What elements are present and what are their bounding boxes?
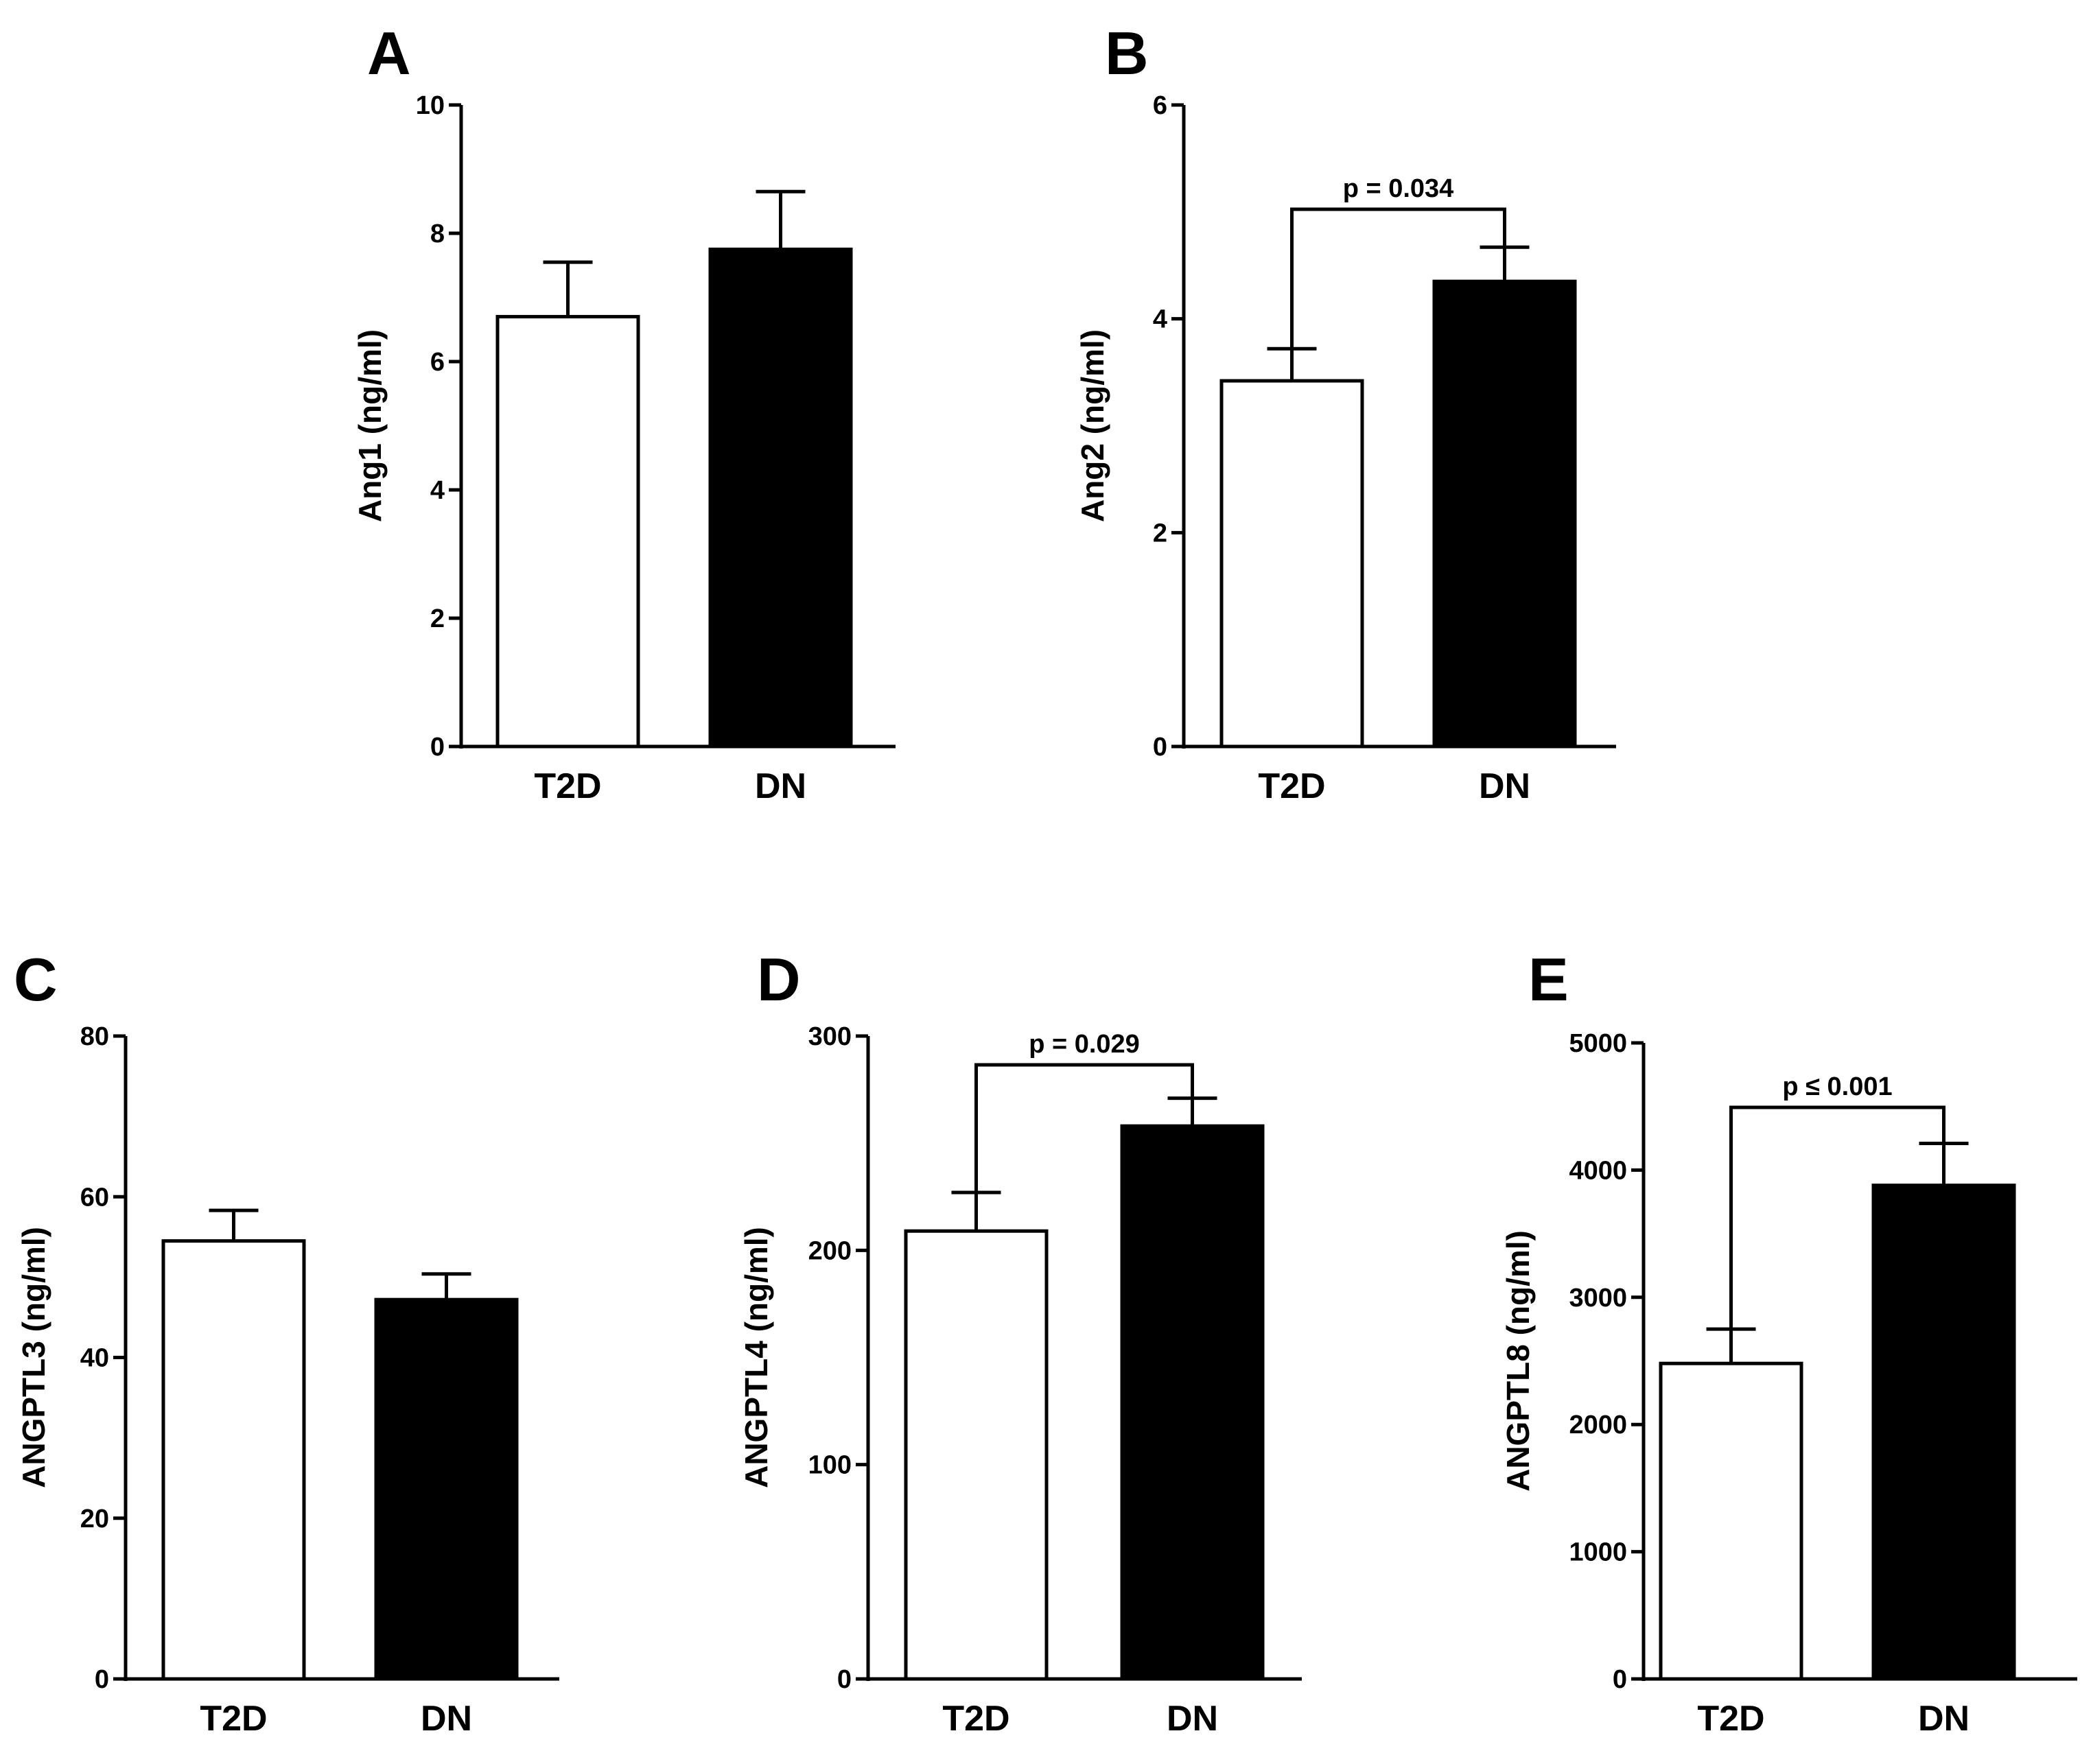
panel-d-y-tick-label: 300 (808, 1022, 852, 1051)
panel-d-bar-dn (1120, 1124, 1265, 1681)
panel-e-y-tick-label: 0 (1613, 1665, 1627, 1694)
panel-d-bar-t2d (904, 1229, 1049, 1681)
panel-a-category-label: DN (755, 766, 806, 806)
panel-b-y-tick-label: 4 (1153, 305, 1167, 334)
panel-b-bar-t2d (1219, 379, 1364, 749)
panel-e-category-label: T2D (1697, 1699, 1764, 1739)
panel-e-y-tick-label: 5000 (1569, 1029, 1627, 1058)
panel-c-bar-t2d (161, 1239, 306, 1681)
panel-d-y-tick-label: 100 (808, 1451, 852, 1480)
panel-c-axes: 0 20 40 60 80 ANGPTL3 (ng/ml) T2D DN (16, 1022, 559, 1739)
panel-a: A 0 2 4 6 8 10 Ang1 (ng/ml) T2D DN (352, 19, 896, 806)
panel-a-y-tick-label: 8 (430, 220, 445, 248)
panel-e-y-tick-label: 4000 (1569, 1156, 1627, 1185)
panel-b: B 0 2 4 6 Ang2 (ng/ml) T2D DN p = 0.034 (1075, 19, 1616, 806)
panel-b-bar-dn (1432, 279, 1577, 749)
panel-a-y-tick-label: 2 (430, 604, 445, 633)
panel-c-y-tick-label: 40 (80, 1344, 109, 1373)
panel-e-y-tick-label: 3000 (1569, 1284, 1627, 1313)
panel-e-significance-bracket (1729, 1105, 1945, 1328)
panel-e-y-axis-label: ANGPTL8 (ng/ml) (1500, 1230, 1536, 1492)
panel-d-label: D (757, 945, 801, 1013)
panel-c-y-tick-label: 80 (80, 1022, 109, 1051)
panel-e-y-tick-label: 1000 (1569, 1538, 1627, 1567)
panel-e-axes: 0 1000 2000 3000 4000 5000 ANGPTL8 (ng/ml) T2D D… (1500, 1029, 2077, 1739)
panel-d-axes: 0 100 200 300 ANGPTL4 (ng/ml) T2D DN p = 0.029 (738, 1022, 1302, 1739)
panel-b-p-value: p = 0.034 (1343, 174, 1454, 203)
panel-d-category-label: T2D (942, 1699, 1009, 1739)
panel-c-category-label: DN (421, 1699, 472, 1739)
panel-c-label: C (14, 945, 58, 1013)
panel-e-bar-t2d (1659, 1361, 1803, 1681)
panel-d-category-label: DN (1167, 1699, 1218, 1739)
panel-b-category-label: DN (1479, 766, 1530, 806)
panel-b-y-axis-label: Ang2 (ng/ml) (1075, 329, 1110, 522)
panel-b-y-tick-label: 0 (1153, 733, 1167, 762)
panel-a-category-label: T2D (534, 766, 601, 806)
panel-a-bar-t2d (495, 315, 640, 749)
panel-c-y-tick-label: 60 (80, 1183, 109, 1212)
panel-e-p-value: p ≤ 0.001 (1782, 1072, 1892, 1101)
panel-d-p-value: p = 0.029 (1029, 1030, 1140, 1059)
panel-c-y-tick-label: 20 (80, 1505, 109, 1533)
panel-b-axes: 0 2 4 6 Ang2 (ng/ml) T2D DN p = 0.034 (1075, 91, 1616, 806)
panel-d-significance-bracket (974, 1063, 1194, 1191)
panel-d: D 0 100 200 300 ANGPTL4 (ng/ml) T2D DN p = 0.02… (738, 945, 1302, 1739)
panel-a-y-tick-label: 0 (430, 733, 445, 762)
panel-b-category-label: T2D (1258, 766, 1325, 806)
panel-c-y-tick-label: 0 (95, 1665, 109, 1694)
panel-b-y-tick-label: 2 (1153, 519, 1167, 548)
panel-a-label: A (367, 19, 411, 87)
panel-d-y-axis-label: ANGPTL4 (ng/ml) (738, 1227, 774, 1488)
panel-c-y-axis-label: ANGPTL3 (ng/ml) (16, 1227, 51, 1488)
panel-e-bar-dn (1871, 1184, 2016, 1681)
panel-c-category-label: T2D (200, 1699, 267, 1739)
panel-a-y-axis-label: Ang1 (ng/ml) (352, 329, 388, 522)
panel-c-bar-dn (374, 1297, 519, 1681)
panel-a-bar-dn (708, 247, 853, 749)
panel-e-label: E (1528, 945, 1569, 1013)
panel-c: C 0 20 40 60 80 ANGPTL3 (ng/ml) T2D DN (14, 945, 559, 1739)
panel-b-y-tick-label: 6 (1153, 91, 1167, 120)
panel-a-y-tick-label: 10 (416, 91, 445, 120)
panel-d-y-tick-label: 0 (837, 1665, 852, 1694)
panel-a-axes: 0 2 4 6 8 10 Ang1 (ng/ml) T2D DN (352, 91, 896, 806)
panel-e-category-label: DN (1918, 1699, 1970, 1739)
panel-a-y-tick-label: 6 (430, 348, 445, 377)
panel-b-label: B (1105, 19, 1149, 87)
panel-d-y-tick-label: 200 (808, 1236, 852, 1265)
panel-b-significance-bracket (1290, 207, 1506, 348)
panel-a-y-tick-label: 4 (430, 476, 445, 505)
panel-e: E 0 1000 2000 3000 4000 5000 ANGPTL8 (ng/ml) T2… (1500, 945, 2077, 1739)
panel-e-y-tick-label: 2000 (1569, 1411, 1627, 1439)
